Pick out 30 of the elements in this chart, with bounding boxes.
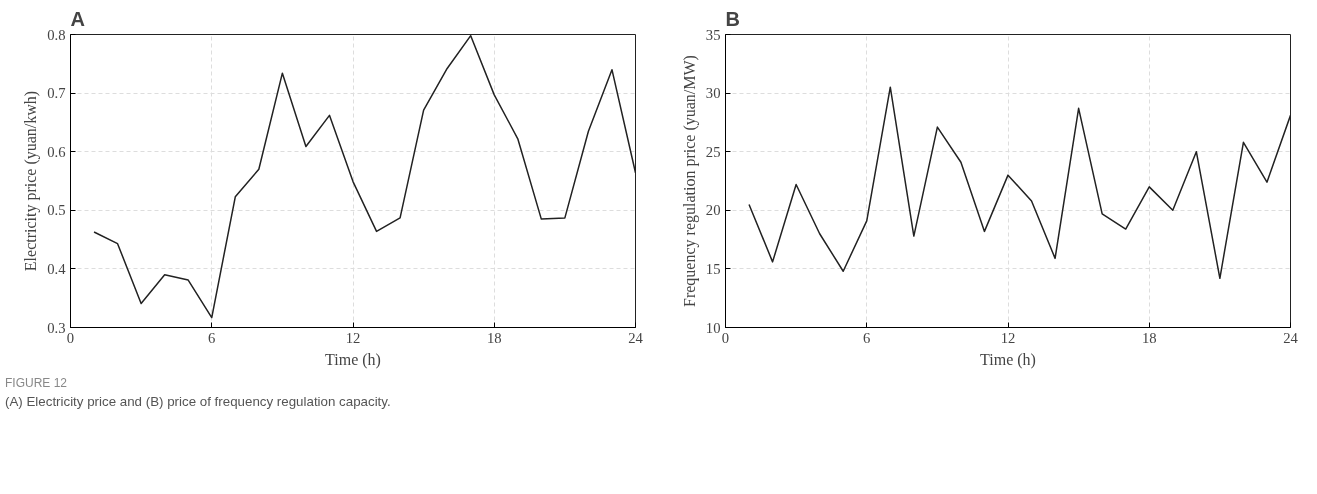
y-tick-label: 15	[705, 260, 721, 277]
x-tick-label: 18	[1141, 329, 1157, 346]
y-tick-label: 0.4	[47, 260, 67, 277]
x-axis-title: Time (h)	[980, 350, 1036, 369]
x-tick-label: 0	[66, 329, 75, 346]
y-tick-label: 25	[705, 143, 721, 160]
y-tick-label: 35	[705, 26, 721, 43]
x-tick-label: 0	[721, 329, 730, 346]
y-axis-title: Electricity price (yuan/kwh)	[22, 90, 41, 272]
y-tick-label: 30	[705, 85, 721, 102]
caption: FIGURE 12	[5, 375, 68, 392]
x-tick-label: 12	[345, 329, 361, 346]
x-tick-label: 18	[486, 329, 502, 346]
y-tick-label: 20	[705, 202, 721, 219]
chart-title: B	[725, 7, 740, 30]
y-tick-label: 0.6	[47, 143, 66, 160]
y-tick-label: 0.8	[47, 26, 66, 43]
x-tick-label: 6	[208, 329, 216, 346]
x-tick-label: 24	[1283, 329, 1299, 346]
y-tick-label: 0.7	[47, 85, 66, 102]
y-axis-title: Frequency regulation price (yuan/MW)	[680, 55, 699, 307]
x-tick-label: 6	[863, 329, 871, 346]
y-tick-label: 0.3	[47, 319, 66, 336]
x-tick-label: 24	[628, 329, 644, 346]
chart-title: A	[70, 7, 85, 30]
y-tick-label: 10	[705, 319, 721, 336]
x-axis-title: Time (h)	[325, 350, 381, 369]
y-tick-label: 0.5	[47, 202, 66, 219]
x-tick-label: 12	[1000, 329, 1016, 346]
text: (A) Electricity price and (B) price of frequency regulation capacity.	[5, 393, 391, 412]
